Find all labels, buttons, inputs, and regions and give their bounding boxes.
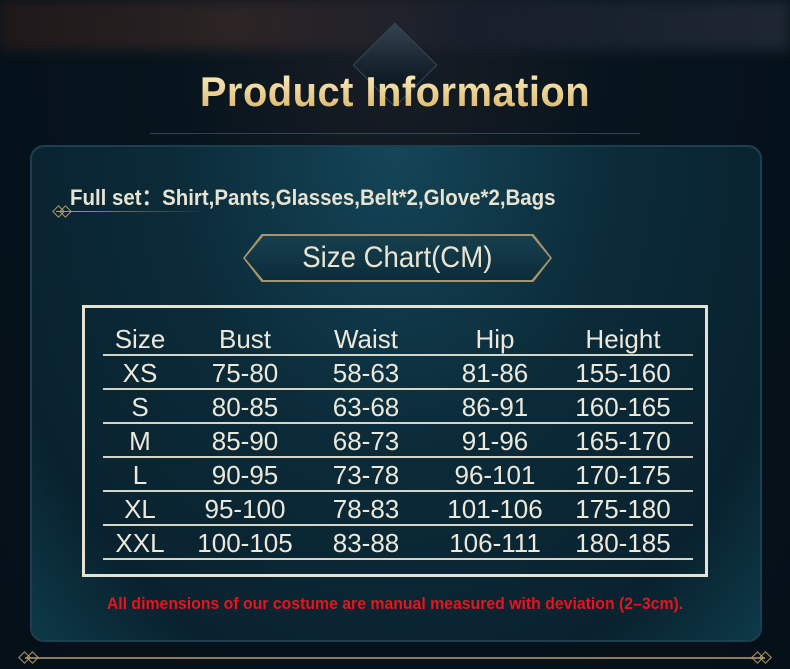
table-cell: 78-83	[332, 494, 400, 524]
table-cell: 75-80	[211, 358, 279, 388]
table-cell: 106-111	[449, 528, 541, 558]
table-cell: 101-106	[447, 494, 543, 524]
table-row: L 90-95 73-78 96-101 170-175	[103, 458, 693, 492]
size-chart-label: Size Chart(CM)	[302, 241, 493, 274]
diamond-ornament-icon	[759, 651, 772, 664]
table-cell: 90-95	[211, 460, 279, 490]
table-cell: 80-85	[211, 392, 279, 422]
table-cell: XXL	[115, 528, 165, 558]
table-cell: 83-88	[332, 528, 400, 558]
table-cell: XS	[122, 358, 158, 388]
table-row: XL 95-100 78-83 101-106 175-180	[103, 492, 693, 526]
table-cell: XL	[124, 494, 156, 524]
table-cell: 63-68	[332, 392, 400, 422]
table-row: XXL 100-105 83-88 106-111 180-185	[103, 526, 693, 560]
diamond-ornament-icon	[26, 651, 39, 664]
table-cell: 170-175	[575, 460, 671, 490]
table-cell: 180-185	[575, 528, 671, 558]
page-title: Product Information	[20, 68, 771, 116]
table-cell: 85-90	[211, 426, 279, 456]
column-header: Waist	[333, 324, 399, 354]
column-header: Bust	[218, 324, 272, 354]
table-cell: 95-100	[204, 494, 286, 524]
table-cell: 175-180	[575, 494, 671, 524]
column-header: Height	[585, 324, 661, 354]
column-header: Hip	[475, 324, 515, 354]
table-cell: 73-78	[332, 460, 400, 490]
size-table: Size Bust Waist Hip Height XS 75-80 58-63 81-86 1…	[82, 305, 708, 577]
table-cell: 58-63	[332, 358, 400, 388]
column-header: Size	[114, 324, 166, 354]
table-cell: 86-91	[461, 392, 529, 422]
table-cell: 91-96	[461, 426, 529, 456]
table-header-row: Size Bust Waist Hip Height	[103, 322, 693, 356]
table-cell: S	[131, 392, 149, 422]
measurement-note: All dimensions of our costume are manual…	[106, 594, 684, 613]
table-cell: 68-73	[332, 426, 400, 456]
table-cell: 96-101	[454, 460, 536, 490]
bottom-divider	[25, 657, 765, 659]
table-cell: 155-160	[575, 358, 671, 388]
table-cell: 165-170	[575, 426, 671, 456]
table-cell: 81-86	[461, 358, 529, 388]
size-chart-badge: Size Chart(CM)	[245, 236, 550, 280]
table-row: M 85-90 68-73 91-96 165-170	[103, 424, 693, 458]
full-set-text: Full set：Shirt,Pants,Glasses,Belt*2,Glov…	[70, 185, 556, 210]
table-cell: 100-105	[197, 528, 293, 558]
title-underline	[150, 133, 640, 136]
divider	[56, 211, 206, 212]
table-row: S 80-85 63-68 86-91 160-165	[103, 390, 693, 424]
table-cell: L	[132, 460, 148, 490]
table-cell: M	[129, 426, 151, 456]
table-cell: 160-165	[575, 392, 671, 422]
table-row: XS 75-80 58-63 81-86 155-160	[103, 356, 693, 390]
